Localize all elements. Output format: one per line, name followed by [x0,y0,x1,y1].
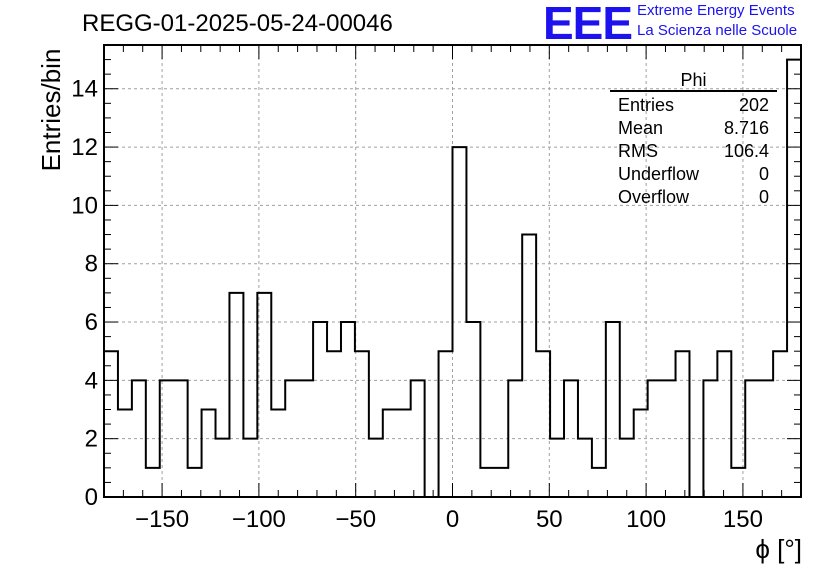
histogram-bin [243,439,257,497]
histogram-bin [341,322,355,497]
histogram-bin [745,380,759,497]
histogram-bin [676,351,690,497]
histogram-bin [648,380,662,497]
histogram-bin [257,293,271,497]
histogram-bin [355,351,369,497]
histogram-bin [146,468,160,497]
plot-title: REGG-01-2025-05-24-00046 [82,10,393,37]
stats-row-overflow: Overflow 0 [610,186,777,209]
histogram-bin [160,380,174,497]
histogram-bin [703,380,717,497]
histogram-bin [508,380,522,497]
stats-label: Entries [618,95,675,115]
stats-row-underflow: Underflow 0 [610,163,777,186]
stats-row-entries: Entries 202 [610,94,777,117]
y-tick-label: 0 [85,484,98,511]
stats-value: 0 [758,187,769,207]
histogram-bin [717,351,731,497]
histogram-bin [578,439,592,497]
histogram-bin [271,410,285,497]
y-tick-label: 2 [85,426,98,453]
histogram-bin [313,322,327,497]
x-tick-label: −150 [135,506,189,533]
histogram-bin [564,380,578,497]
histogram-bin [327,351,341,497]
histogram-bin [202,410,216,497]
stats-value: 106.4 [723,141,769,161]
x-tick-label: 150 [723,506,763,533]
stats-row-rms: RMS 106.4 [610,140,777,163]
y-tick-label: 4 [85,367,98,394]
y-axis-label: Entries/bin [36,48,66,172]
x-tick-label: 0 [446,506,459,533]
histogram-bin [299,380,313,497]
logo-line-1: Extreme Energy Events [637,2,795,19]
x-axis-label: ϕ [°] [755,534,802,564]
stats-label: Mean [618,118,664,138]
histogram-bin [439,351,453,497]
stats-title: Phi [610,68,777,92]
histogram-bin [773,351,787,497]
y-tick-label: 10 [71,192,98,219]
histogram-bin [662,380,676,497]
y-tick-label: 14 [71,76,98,103]
stats-value: 8.716 [723,118,769,138]
stats-value: 0 [758,164,769,184]
histogram-bin [466,322,480,497]
histogram-bin [216,439,230,497]
x-tick-label: 100 [626,506,666,533]
x-tick-label: 50 [536,506,563,533]
histogram-bin [550,439,564,497]
x-tick-label: −100 [232,506,286,533]
histogram-bin [132,380,146,497]
histogram-bin [536,351,550,497]
y-tick-label: 8 [85,251,98,278]
x-tick-label: −50 [335,506,376,533]
histogram-bin [759,380,773,497]
histogram-bin [397,410,411,497]
histogram-bin [285,380,299,497]
y-tick-label: 12 [71,134,98,161]
histogram-bin [229,293,243,497]
histogram-bin [606,322,620,497]
stats-label: Underflow [618,164,700,184]
histogram-bin [620,439,634,497]
stats-box: Phi Entries 202 Mean 8.716 RMS 106.4 Und… [610,68,777,209]
stats-row-mean: Mean 8.716 [610,117,777,140]
histogram-bin [634,410,648,497]
stats-label: Overflow [618,187,690,207]
histogram-bin [411,380,425,497]
histogram-bin [453,147,467,497]
logo-line-2: La Scienza nelle Scuole [637,22,798,39]
histogram-bin [118,410,132,497]
histogram-bin [592,468,606,497]
eee-logo: EEE [543,0,633,49]
histogram-bin [522,235,536,497]
histogram-bin [174,380,188,497]
histogram-bin [383,410,397,497]
histogram-bin [369,439,383,497]
y-tick-label: 6 [85,309,98,336]
histogram-bin [480,468,494,497]
stats-value: 202 [738,95,769,115]
histogram-line [104,58,801,498]
histogram-bin [188,468,202,497]
histogram-bin [494,468,508,497]
stats-label: RMS [618,141,658,161]
